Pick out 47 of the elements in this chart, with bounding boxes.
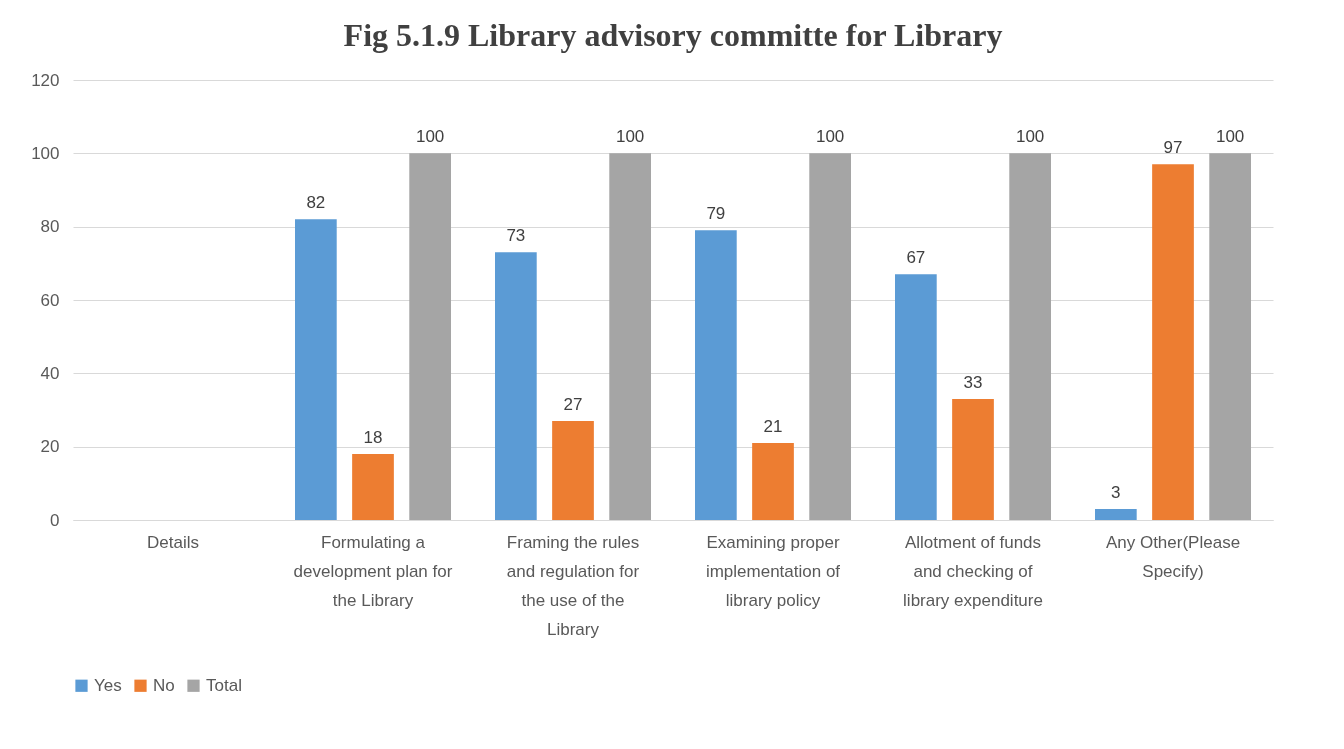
bar <box>752 443 794 520</box>
bar <box>1009 153 1051 520</box>
data-label: 100 <box>1215 127 1245 147</box>
x-tick-label: Details <box>147 532 199 552</box>
bar <box>809 153 851 520</box>
bar <box>952 399 994 520</box>
bar <box>495 252 537 520</box>
legend-label: No <box>153 675 175 695</box>
bar <box>1152 164 1194 520</box>
y-tick-label: 0 <box>50 510 60 530</box>
legend-label: Yes <box>94 675 122 695</box>
bar <box>295 219 337 520</box>
bar <box>609 153 651 520</box>
data-label: 100 <box>615 127 645 147</box>
y-tick-label: 80 <box>40 217 60 237</box>
y-tick-label: 100 <box>31 143 60 163</box>
data-label: 18 <box>363 428 383 447</box>
data-label: 67 <box>906 248 926 268</box>
data-label: 27 <box>563 395 583 414</box>
bar <box>352 454 394 520</box>
y-tick-label: 40 <box>40 363 60 383</box>
data-label: 33 <box>963 373 983 392</box>
bar <box>1095 509 1137 520</box>
data-label: 3 <box>1111 483 1121 502</box>
legend-label: Total <box>206 675 242 695</box>
x-tick-label: Allotment of funds and checking of library expenditure <box>903 532 1043 610</box>
data-label: 79 <box>706 204 726 224</box>
y-tick-label: 20 <box>40 437 60 457</box>
bar <box>552 421 594 520</box>
bar <box>409 153 451 520</box>
data-label: 21 <box>763 417 783 436</box>
bar <box>895 274 937 520</box>
y-tick-label: 60 <box>40 290 60 310</box>
data-label: 73 <box>506 226 526 246</box>
x-tick-label: Framing the rules and regulation for the use of the Library <box>506 532 640 639</box>
y-tick-label: 120 <box>31 70 60 90</box>
x-tick-label: Any Other(Please Specify) <box>1105 532 1241 581</box>
bar <box>695 230 737 520</box>
data-label: 100 <box>815 127 845 147</box>
x-tick-label: Examining proper implementation of library policy <box>705 532 841 610</box>
data-label: 82 <box>306 193 326 213</box>
data-label: 100 <box>415 127 445 147</box>
data-label: 100 <box>1015 127 1045 147</box>
x-tick-label: Formulating a development plan for the Library <box>293 532 453 610</box>
bar <box>1209 153 1251 520</box>
data-label: 97 <box>1163 138 1183 158</box>
chart-title: Fig 5.1.9 Library advisory committe for Library <box>343 17 1003 53</box>
